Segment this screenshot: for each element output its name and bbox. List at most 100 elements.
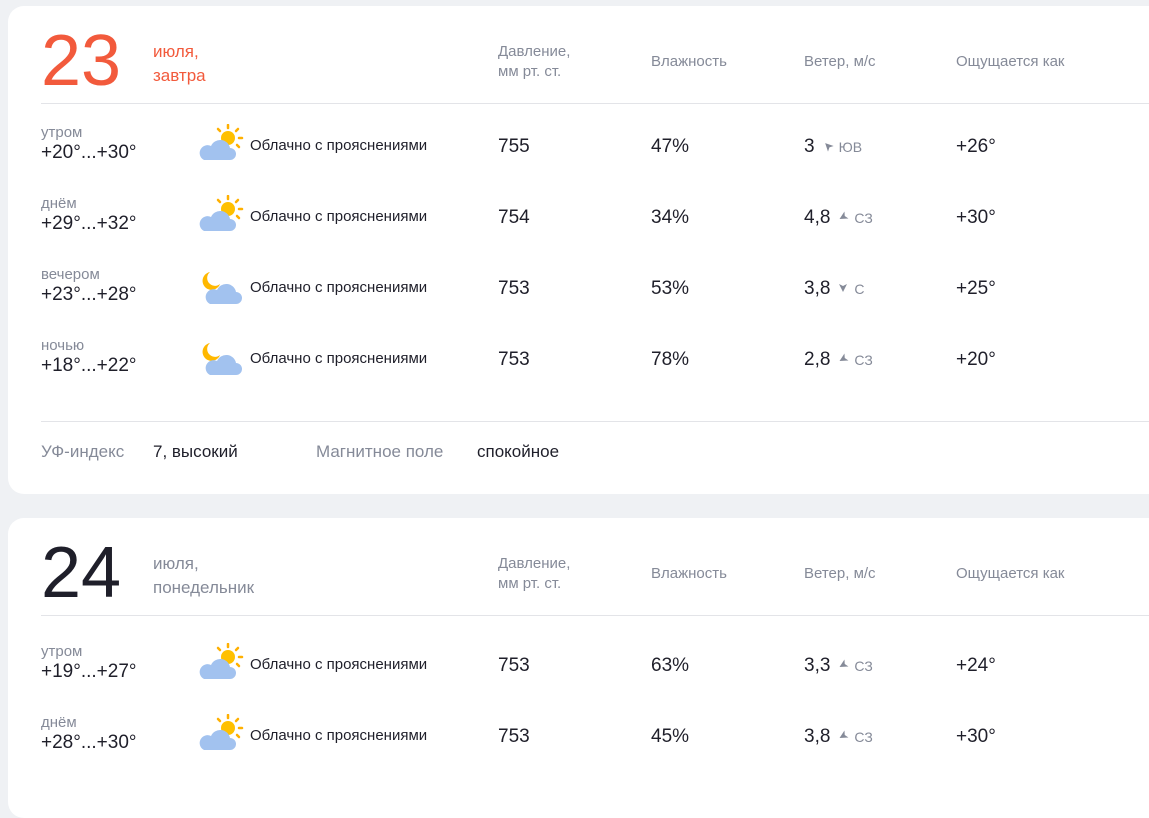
wind: 3,3 СЗ [804,655,873,677]
condition: Облачно с прояснениями [250,208,428,225]
pressure-unit: мм рт. ст. [498,575,562,592]
pressure: 754 [498,207,530,228]
day-footer: УФ-индекс 7, высокий Магнитное поле спок… [41,421,1149,482]
col-pressure: Давление, мм рт. ст. [498,554,570,594]
wind-direction-icon [839,730,849,738]
forecast-row: утром +20°...+30° Облачно с прояснениями… [41,104,1149,175]
humidity: 47% [651,136,690,157]
feels-like: +20° [956,349,996,370]
temperature: +18°...+22° [41,355,137,376]
wind-direction: СЗ [854,658,873,674]
col-pressure: Давление, мм рт. ст. [498,42,570,82]
day-number: 23 [41,21,122,101]
wind: 3 ЮВ [804,136,862,158]
day-part: днём [41,195,77,212]
col-wind: Ветер, м/с [804,53,876,70]
day-part: утром [41,124,83,141]
uv-label: УФ-индекс [41,442,125,461]
wind-direction-icon [839,659,849,667]
forecast-row: утром +19°...+27° Облачно с прояснениями… [41,623,1149,694]
wind-direction: С [854,281,865,297]
pressure-unit: мм рт. ст. [498,63,562,80]
day-number: 24 [41,533,122,613]
weekday: понедельник [153,578,255,597]
humidity: 78% [651,349,690,370]
wind-direction: СЗ [854,210,873,226]
temperature: +19°...+27° [41,661,137,682]
wind-direction-icon [824,143,834,152]
day-header: 24 июля, понедельник Давление, мм рт. ст. … [41,518,1149,616]
day-part: ночью [41,337,85,354]
day-label: июля, понедельник [153,552,254,600]
feels-like: +30° [956,726,996,747]
humidity: 63% [651,655,690,676]
feels-like: +30° [956,207,996,228]
temperature: +23°...+28° [41,284,137,305]
partly-cloudy-night-icon [202,343,242,375]
day-label: июля, завтра [153,40,206,88]
col-feels: Ощущается как [956,53,1065,70]
temperature: +29°...+32° [41,213,137,234]
forecast-row: днём +29°...+32° Облачно с прояснениями … [41,175,1149,246]
wind: 2,8 СЗ [804,349,873,371]
col-wind: Ветер, м/с [804,565,876,582]
day-card-24: 24 июля, понедельник Давление, мм рт. ст. … [8,518,1149,818]
wind-direction: ЮВ [838,139,863,155]
condition: Облачно с прояснениями [250,656,428,673]
col-humidity: Влажность [651,565,727,582]
wind: 3,8 С [804,278,865,300]
forecast-row: вечером +23°...+28° Облачно с прояснения… [41,246,1149,317]
wind-direction: СЗ [854,352,873,368]
wind-speed: 3 [804,136,815,157]
forecast-row: ночью +18°...+22° Облачно с прояснениями… [41,317,1149,388]
feels-like: +24° [956,655,996,676]
col-humidity: Влажность [651,53,727,70]
wind-speed: 2,8 [804,349,831,370]
pressure: 753 [498,349,530,370]
partly-cloudy-day-icon [199,195,244,231]
wind-direction: СЗ [854,729,873,745]
humidity: 45% [651,726,690,747]
wind-direction-icon [839,284,848,292]
wind-speed: 3,8 [804,278,831,299]
month: июля, [153,42,199,61]
humidity: 53% [651,278,690,299]
condition: Облачно с прояснениями [250,727,428,744]
forecast-row: днём +28°...+30° Облачно с прояснениями … [41,694,1149,765]
col-feels: Ощущается как [956,565,1065,582]
feels-like: +26° [956,136,996,157]
month: июля, [153,554,199,573]
day-part: утром [41,643,83,660]
uv-value: 7, высокий [153,442,238,461]
temperature: +20°...+30° [41,142,137,163]
day-part: вечером [41,266,100,283]
magnetic-value: спокойное [477,442,560,461]
wind-speed: 3,8 [804,726,831,747]
condition: Облачно с прояснениями [250,137,428,154]
partly-cloudy-day-icon [199,643,244,679]
wind-direction-icon [839,353,849,361]
wind-speed: 4,8 [804,207,831,228]
pressure-label: Давление, [498,43,571,60]
wind: 4,8 СЗ [804,207,873,229]
pressure: 753 [498,726,530,747]
wind: 3,8 СЗ [804,726,873,748]
feels-like: +25° [956,278,996,299]
partly-cloudy-night-icon [202,272,242,304]
pressure: 755 [498,136,530,157]
partly-cloudy-day-icon [199,714,244,750]
magnetic-label: Магнитное поле [316,442,444,461]
humidity: 34% [651,207,690,228]
pressure: 753 [498,278,530,299]
wind-direction-icon [839,211,849,219]
day-header: 23 июля, завтра Давление, мм рт. ст. Влажн… [41,6,1149,104]
condition: Облачно с прояснениями [250,279,428,296]
partly-cloudy-day-icon [199,124,244,160]
temperature: +28°...+30° [41,732,137,753]
weekday: завтра [153,66,206,85]
pressure: 753 [498,655,530,676]
day-card-23: 23 июля, завтра Давление, мм рт. ст. Влажн… [8,6,1149,494]
day-part: днём [41,714,77,731]
wind-speed: 3,3 [804,655,831,676]
pressure-label: Давление, [498,555,571,572]
